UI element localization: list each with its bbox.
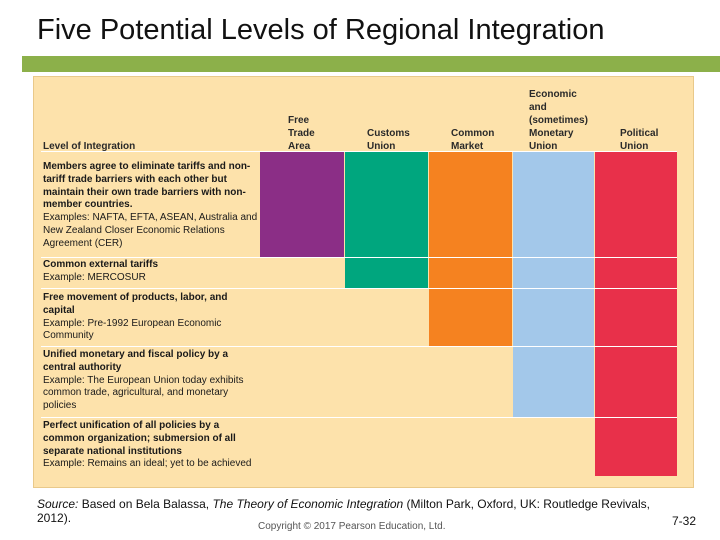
- column-header-economic-monetary-union: Economic and (sometimes) Monetary Union: [529, 88, 588, 153]
- row-criteria: Unified monetary and fiscal policy by a …: [43, 349, 229, 373]
- bar-common-market: [429, 152, 512, 346]
- row-common-market-description: Free movement of products, labor, and ca…: [43, 292, 258, 343]
- bar-economic-monetary-union: [513, 152, 594, 417]
- row-example: Example: MERCOSUR: [43, 271, 146, 283]
- row-separator: [41, 346, 677, 347]
- row-criteria: Common external tariffs: [43, 259, 159, 270]
- col-header-line: Common: [451, 128, 495, 139]
- source-citation: Source: Based on Bela Balassa, The Theor…: [37, 497, 667, 525]
- col-header-line: Customs: [367, 128, 410, 139]
- col-header-line: Union: [620, 141, 649, 152]
- row-example: Example: Remains an ideal; yet to be ach…: [43, 458, 252, 470]
- level-of-integration-header: Level of Integration: [43, 141, 136, 152]
- col-header-line: Market: [451, 141, 484, 152]
- row-example: Example: The European Union today exhibi…: [43, 374, 244, 412]
- row-monetary-union-description: Unified monetary and fiscal policy by a …: [43, 349, 258, 413]
- col-header-line: Free: [288, 115, 310, 126]
- source-text: (Milton Park, Oxford, UK: Routledge Revi…: [37, 497, 650, 525]
- col-header-line: Union: [529, 141, 558, 152]
- row-example: Examples: NAFTA, EFTA, ASEAN, Australia …: [43, 212, 258, 249]
- row-criteria: Perfect unification of all policies by a…: [43, 420, 236, 457]
- source-book-title: The Theory of Economic Integration: [212, 497, 404, 511]
- column-header-free-trade-area: Free Trade Area: [288, 114, 315, 153]
- col-header-line: Political: [620, 128, 659, 139]
- column-header-customs-union: Customs Union: [367, 127, 410, 153]
- row-separator: [41, 257, 677, 258]
- row-customs-union-description: Common external tariffs Example: MERCOSU…: [43, 259, 258, 285]
- row-criteria: Members agree to eliminate tariffs and n…: [43, 161, 251, 211]
- column-header-common-market: Common Market: [451, 127, 494, 153]
- page-number: 7-32: [672, 514, 697, 528]
- col-header-line: (sometimes): [529, 115, 588, 126]
- source-text: Based on Bela Balassa,: [78, 497, 213, 511]
- col-header-line: Union: [367, 141, 396, 152]
- bar-political-union: [595, 152, 677, 476]
- row-separator: [41, 417, 677, 418]
- bar-free-trade-area: [260, 152, 344, 257]
- integration-diagram: Level of Integration Free Trade Area Cus…: [33, 76, 694, 488]
- row-separator: [41, 151, 677, 152]
- col-header-line: Area: [288, 141, 311, 152]
- column-header-political-union: Political Union: [620, 127, 658, 153]
- row-criteria: Free movement of products, labor, and ca…: [43, 292, 228, 316]
- underline-gap: [0, 56, 22, 72]
- slide-title: Five Potential Levels of Regional Integr…: [37, 14, 605, 46]
- col-header-line: and: [529, 102, 547, 113]
- row-example: Example: Pre-1992 European Economic Comm…: [43, 317, 222, 342]
- row-separator: [41, 288, 677, 289]
- row-political-union-description: Perfect unification of all policies by a…: [43, 420, 258, 471]
- col-header-line: Monetary: [529, 128, 574, 139]
- col-header-line: Economic: [529, 89, 577, 100]
- title-underline-bar: [0, 56, 720, 72]
- row-free-trade-area-description: Members agree to eliminate tariffs and n…: [43, 161, 258, 251]
- copyright-notice: Copyright © 2017 Pearson Education, Ltd.: [258, 521, 446, 532]
- bar-customs-union: [345, 152, 428, 288]
- source-label: Source:: [37, 497, 79, 511]
- col-header-line: Trade: [288, 128, 315, 139]
